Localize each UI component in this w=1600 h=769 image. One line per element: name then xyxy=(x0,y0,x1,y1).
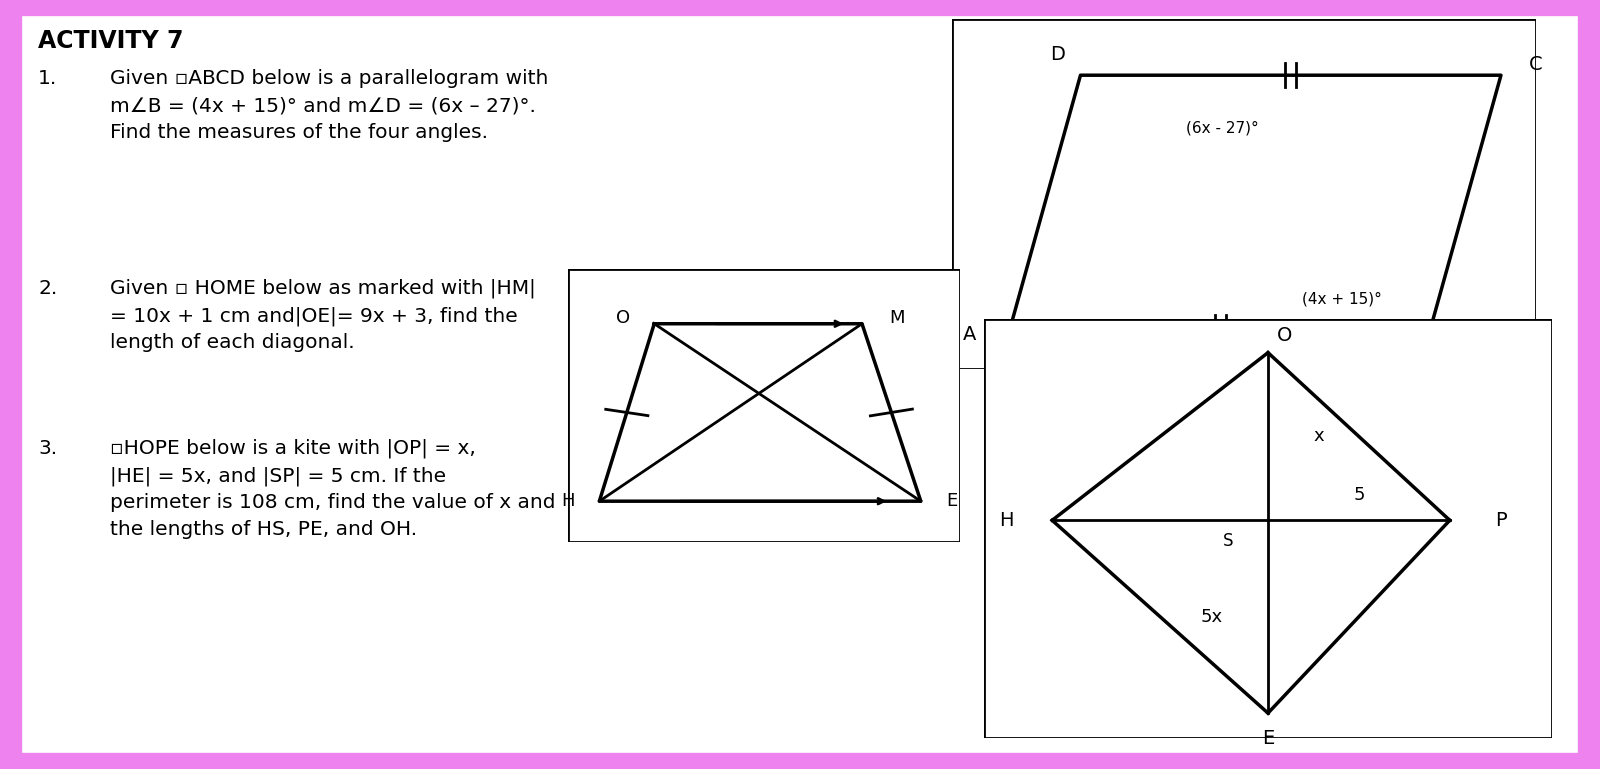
Text: 3.: 3. xyxy=(38,439,58,458)
Text: H: H xyxy=(562,492,574,510)
Text: Find the measures of the four angles.: Find the measures of the four angles. xyxy=(110,123,488,142)
Text: = 10x + 1 cm and|OE|= 9x + 3, find the: = 10x + 1 cm and|OE|= 9x + 3, find the xyxy=(110,306,518,325)
Text: P: P xyxy=(1494,511,1507,530)
Text: D: D xyxy=(1050,45,1064,64)
Text: O: O xyxy=(1277,326,1293,345)
Text: Given ▫ HOME below as marked with |HM|: Given ▫ HOME below as marked with |HM| xyxy=(110,279,536,298)
Text: (6x - 27)°: (6x - 27)° xyxy=(1186,120,1258,135)
Text: 5: 5 xyxy=(1354,486,1365,504)
Text: the lengths of HS, PE, and OH.: the lengths of HS, PE, and OH. xyxy=(110,520,418,539)
Text: m∠B = (4x + 15)° and m∠D = (6x – 27)°.: m∠B = (4x + 15)° and m∠D = (6x – 27)°. xyxy=(110,96,536,115)
Text: O: O xyxy=(616,309,630,328)
Text: ACTIVITY 7: ACTIVITY 7 xyxy=(38,29,184,53)
Text: E: E xyxy=(947,492,958,510)
Text: E: E xyxy=(1262,729,1274,747)
Text: 2.: 2. xyxy=(38,279,58,298)
Text: perimeter is 108 cm, find the value of x and: perimeter is 108 cm, find the value of x… xyxy=(110,493,555,512)
Text: H: H xyxy=(1000,511,1014,530)
Text: A: A xyxy=(963,325,976,344)
Text: ▫HOPE below is a kite with |OP| = x,: ▫HOPE below is a kite with |OP| = x, xyxy=(110,439,475,458)
Text: 5x: 5x xyxy=(1200,608,1222,626)
Text: (4x + 15)°: (4x + 15)° xyxy=(1302,291,1382,307)
Text: C: C xyxy=(1530,55,1542,75)
Text: |HE| = 5x, and |SP| = 5 cm. If the: |HE| = 5x, and |SP| = 5 cm. If the xyxy=(110,466,446,485)
Text: 1.: 1. xyxy=(38,69,58,88)
Text: x: x xyxy=(1314,428,1325,445)
Text: Given ▫ABCD below is a parallelogram with: Given ▫ABCD below is a parallelogram wit… xyxy=(110,69,549,88)
Text: B: B xyxy=(1459,325,1472,344)
Text: S: S xyxy=(1222,532,1234,551)
Text: length of each diagonal.: length of each diagonal. xyxy=(110,333,355,352)
Text: M: M xyxy=(890,309,906,328)
